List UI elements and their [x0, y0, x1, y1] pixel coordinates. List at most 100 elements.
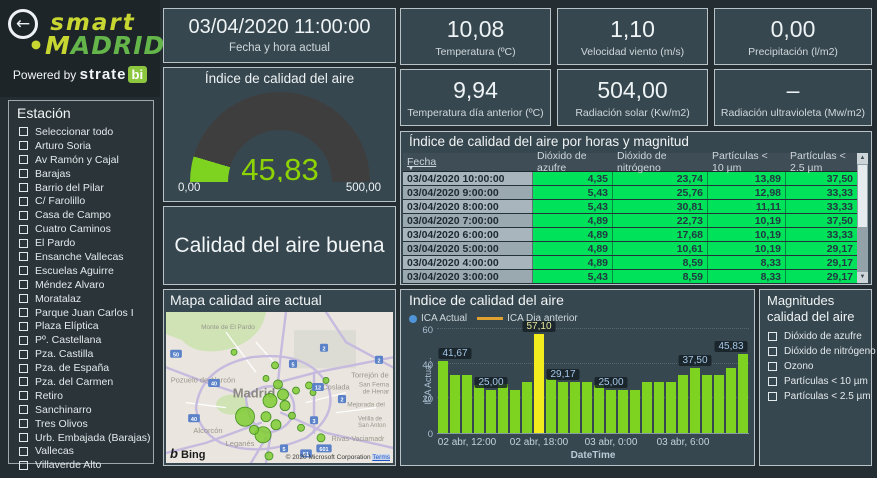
station-option[interactable]: Av Ramón y Cajal	[19, 153, 149, 167]
map[interactable]: Monte de El PardoPozuelo de AlarcónMadri…	[166, 312, 393, 463]
legend-item-ica-actual[interactable]: ICA Actual	[409, 313, 467, 324]
station-option[interactable]: Barajas	[19, 167, 149, 181]
chart-bar[interactable]	[558, 382, 567, 433]
y-tick-label: 20	[413, 394, 433, 405]
chart-bar[interactable]	[630, 390, 639, 433]
station-option[interactable]: Pza. Castilla	[19, 347, 149, 361]
scrollbar-thumb[interactable]	[858, 165, 867, 227]
station-option[interactable]: C/ Farolillo	[19, 194, 149, 208]
station-map-marker[interactable]	[250, 425, 259, 434]
magnitude-option[interactable]: Dióxido de nitrógeno	[768, 344, 867, 359]
station-option[interactable]: Arturo Soria	[19, 139, 149, 153]
station-map-marker[interactable]	[261, 412, 271, 422]
magnitude-option[interactable]: Dióxido de azufre	[768, 329, 867, 344]
station-map-marker[interactable]	[317, 434, 325, 442]
chart-bar[interactable]	[654, 382, 663, 433]
station-option[interactable]: Vallecas	[19, 444, 149, 458]
chart-bar[interactable]	[738, 354, 747, 433]
station-map-marker[interactable]	[289, 412, 296, 419]
station-option[interactable]: Pza. de España	[19, 361, 149, 375]
station-map-marker[interactable]	[236, 407, 255, 426]
station-map-marker[interactable]	[263, 394, 277, 408]
table-scrollbar[interactable]: ▲ ▼	[857, 153, 868, 283]
chart-bar[interactable]	[666, 382, 675, 433]
chart-bar[interactable]	[582, 382, 591, 433]
chart-bar[interactable]	[450, 375, 459, 433]
terms-link[interactable]: Terms	[372, 454, 390, 461]
station-map-marker[interactable]	[278, 389, 289, 400]
table-row[interactable]: 03/04/2020 7:00:004,8922,7310,1937,50	[403, 214, 858, 228]
station-option[interactable]: Urb. Embajada (Barajas)	[19, 431, 149, 445]
table-row[interactable]: 03/04/2020 4:00:004,898,598,3329,17	[403, 256, 858, 270]
station-option[interactable]: Parque Juan Carlos I	[19, 306, 149, 320]
chart-bar[interactable]	[462, 375, 471, 433]
chart-bar[interactable]	[690, 368, 699, 433]
station-option[interactable]: Villaverde Alto	[19, 458, 149, 472]
chart-x-axis-label: DateTime	[437, 450, 749, 461]
chart-bar[interactable]	[498, 384, 507, 433]
station-map-marker[interactable]	[298, 424, 305, 431]
checkbox-icon	[19, 280, 28, 289]
station-option[interactable]: Sanchinarro	[19, 403, 149, 417]
station-map-marker[interactable]	[272, 362, 279, 369]
table-row[interactable]: 03/04/2020 9:00:005,4325,7612,9833,33	[403, 186, 858, 200]
chart-bar[interactable]	[714, 375, 723, 433]
chart-bar[interactable]	[510, 390, 519, 433]
station-option[interactable]: Retiro	[19, 389, 149, 403]
chart-bar[interactable]	[546, 379, 555, 433]
column-header[interactable]: Dióxido de nitrógeno	[613, 153, 708, 171]
chart-bar[interactable]	[486, 390, 495, 433]
station-option[interactable]: Ensanche Vallecas	[19, 250, 149, 264]
table-row[interactable]: 03/04/2020 5:00:004,8910,6110,1929,17	[403, 242, 858, 256]
station-option[interactable]: Tres Olivos	[19, 417, 149, 431]
station-option-label: Pza. de España	[35, 362, 109, 374]
chart-bar[interactable]	[726, 368, 735, 433]
station-map-marker[interactable]	[271, 420, 281, 430]
column-header[interactable]: Partículas < 10 µm	[708, 153, 786, 171]
station-option[interactable]: Cuatro Caminos	[19, 222, 149, 236]
station-map-marker[interactable]	[265, 452, 273, 460]
scroll-down-icon[interactable]: ▼	[857, 272, 868, 283]
table-row[interactable]: 03/04/2020 10:00:004,3523,7413,8937,50	[403, 172, 858, 186]
station-option[interactable]: Méndez Alvaro	[19, 278, 149, 292]
station-option[interactable]: Pza. del Carmen	[19, 375, 149, 389]
bing-logo[interactable]: b Bing	[170, 446, 205, 461]
chart-bar[interactable]	[618, 390, 627, 433]
chart-bar[interactable]	[606, 390, 615, 433]
chart-bar[interactable]	[594, 385, 603, 433]
station-map-marker[interactable]	[293, 387, 300, 394]
column-header[interactable]: Partículas < 2.5 µm	[786, 153, 858, 171]
station-map-marker[interactable]	[323, 377, 329, 383]
station-option[interactable]: Escuelas Aguirre	[19, 264, 149, 278]
magnitude-option[interactable]: Ozono	[768, 359, 867, 374]
table-row[interactable]: 03/04/2020 6:00:004,8917,6810,1933,33	[403, 228, 858, 242]
chart-bar[interactable]	[438, 361, 447, 433]
magnitude-option[interactable]: Partículas < 2.5 µm	[768, 389, 867, 404]
station-option[interactable]: Barrio del Pilar	[19, 181, 149, 195]
station-option[interactable]: El Pardo	[19, 236, 149, 250]
chart-bar[interactable]	[678, 375, 687, 433]
station-option[interactable]: Plaza Elíptica	[19, 319, 149, 333]
chart-bar[interactable]	[474, 385, 483, 433]
magnitude-option[interactable]: Partículas < 10 µm	[768, 374, 867, 389]
chart-bar[interactable]	[570, 382, 579, 433]
data-label: 25,00	[594, 377, 627, 388]
chart-bar[interactable]	[702, 375, 711, 433]
table-row[interactable]: 03/04/2020 8:00:005,4330,8111,1133,33	[403, 200, 858, 214]
station-map-marker[interactable]	[263, 375, 269, 381]
scroll-up-icon[interactable]: ▲	[857, 153, 868, 164]
column-header[interactable]: Dióxido de azufre	[533, 153, 613, 171]
station-option[interactable]: Pº. Castellana	[19, 333, 149, 347]
station-map-marker[interactable]	[274, 380, 283, 389]
station-option[interactable]: Moratalaz	[19, 292, 149, 306]
chart-bar[interactable]	[534, 334, 543, 433]
chart-bar[interactable]	[642, 382, 651, 433]
station-map-marker[interactable]	[231, 349, 237, 355]
station-option[interactable]: Casa de Campo	[19, 208, 149, 222]
station-map-marker[interactable]	[306, 382, 313, 389]
table-row[interactable]: 03/04/2020 3:00:005,438,598,3329,17	[403, 270, 858, 284]
column-header[interactable]: Fecha▼	[403, 153, 533, 171]
station-map-marker[interactable]	[280, 401, 290, 411]
station-option[interactable]: Seleccionar todo	[19, 125, 149, 139]
chart-bar[interactable]	[522, 382, 531, 433]
